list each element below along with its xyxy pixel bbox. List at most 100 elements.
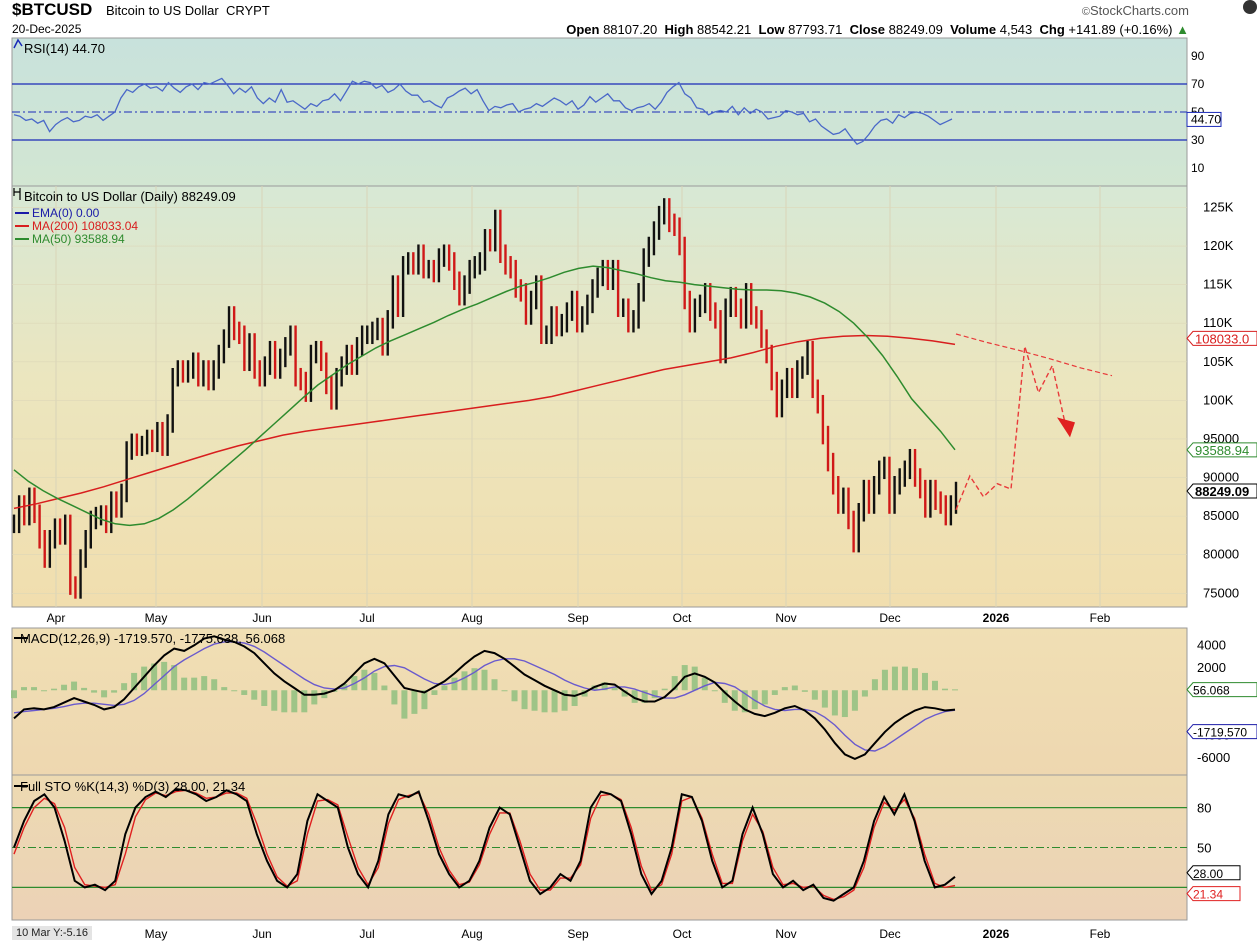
close-value: 88249.09: [888, 22, 943, 37]
price-title: Bitcoin to US Dollar (Daily) 88249.09: [24, 189, 236, 204]
macd-hist-bar: [371, 672, 378, 691]
footer-note: 10 Mar Y:-5.16: [12, 926, 92, 940]
macd-hist-bar: [501, 690, 508, 692]
projection-path: [955, 346, 1067, 511]
copyright-icon: ©: [1081, 6, 1091, 18]
price-marker-label: 108033.0: [1195, 331, 1249, 346]
macd-hist-bar: [751, 690, 758, 710]
macd-hist-bar: [241, 690, 248, 695]
macd-hist-bar: [561, 690, 568, 711]
macd-hist-bar: [321, 690, 328, 699]
macd-hist-bar: [521, 690, 528, 710]
macd-hist-bar: [391, 690, 398, 705]
price-marker-label: 88249.09: [1195, 484, 1249, 499]
x-tick-label: Oct: [673, 611, 692, 625]
macd-hist-bar: [531, 690, 538, 711]
macd-hist-bar: [831, 690, 838, 716]
x-tick-label-bottom: Jun: [252, 927, 271, 941]
open-value: 88107.20: [603, 22, 658, 37]
macd-hist-bar: [301, 690, 308, 713]
rsi-y-tick: 50: [1191, 105, 1205, 119]
chart-header: $BTCUSD Bitcoin to US Dollar CRYPT 20-De…: [12, 0, 1257, 38]
macd-hist-bar: [911, 668, 918, 691]
low-label: Low: [758, 22, 785, 37]
macd-hist-bar: [811, 690, 818, 700]
price-icon: [13, 188, 21, 200]
price-y-tick: 110K: [1203, 315, 1233, 330]
macd-hist-bar: [41, 690, 48, 692]
macd-hist-bar: [481, 669, 488, 691]
macd-hist-bar: [461, 671, 468, 691]
panel-rsi: [11, 37, 1188, 187]
rsi-value-label: 44.70: [1191, 112, 1221, 126]
macd-hist-bar: [341, 683, 348, 691]
rsi-y-tick: 90: [1191, 49, 1205, 63]
macd-hist-bar: [171, 665, 178, 691]
x-tick-label: Jul: [359, 611, 374, 625]
open-label: Open: [566, 22, 600, 37]
macd-hist-bar: [421, 690, 428, 710]
sto-marker-label: 28.00: [1193, 867, 1223, 881]
ma200-line: [13, 334, 956, 510]
sto-k-line: [13, 787, 956, 902]
symbol-label: $BTCUSD: [12, 0, 93, 19]
x-tick-label-bottom: Jul: [359, 927, 374, 941]
macd-hist-bar: [111, 690, 118, 693]
macd-hist-bar: [761, 690, 768, 705]
brand-text: StockCharts.com: [1090, 3, 1189, 18]
macd-hist-bar: [61, 684, 68, 691]
macd-hist-bar: [251, 690, 258, 700]
close-label: Close: [849, 22, 886, 37]
price-y-tick: 75000: [1203, 585, 1239, 600]
x-tick-label-bottom: Sep: [567, 927, 589, 941]
macd-y-tick: -6000: [1197, 750, 1230, 765]
sto-y-tick: 80: [1197, 801, 1211, 816]
macd-hist-bar: [191, 677, 198, 691]
macd-hist-bar: [471, 668, 478, 691]
chg-value: +141.89 (+0.16%): [1068, 22, 1173, 37]
macd-marker-label: 56.068: [1193, 684, 1230, 698]
price-y-tick: 115K: [1203, 277, 1233, 292]
macd-hist-bar: [791, 685, 798, 691]
macd-line: [13, 635, 956, 760]
sto-marker-label: 21.34: [1193, 888, 1223, 902]
macd-hist-bar: [651, 690, 658, 699]
settings-icon[interactable]: [1243, 0, 1257, 14]
macd-hist-bar: [81, 687, 88, 691]
price-y-tick: 125K: [1203, 199, 1234, 214]
projection-ma200: [955, 333, 1113, 377]
macd-hist-bar: [311, 690, 318, 705]
chart-date: 20-Dec-2025: [12, 22, 82, 36]
brand-label[interactable]: ©StockCharts.com: [1082, 3, 1189, 18]
price-marker-box: [1186, 442, 1257, 458]
macd-hist-bar: [231, 690, 238, 692]
projection-arrow: [1057, 417, 1075, 438]
macd-hist-bar: [551, 690, 558, 713]
x-tick-label: Jun: [252, 611, 271, 625]
macd-hist-bar: [491, 679, 498, 691]
price-marker-box: [1186, 483, 1257, 499]
panel-sto: [11, 774, 1188, 921]
macd-hist-bar: [201, 676, 208, 691]
macd-hist-bar: [261, 690, 268, 706]
price-y-tick: 120K: [1203, 238, 1234, 253]
macd-marker-box: [1186, 724, 1257, 740]
macd-hist-bar: [541, 690, 548, 713]
macd-y-tick: 2000: [1197, 660, 1226, 675]
macd-hist-bar: [621, 690, 628, 697]
macd-hist-bar: [821, 690, 828, 708]
x-tick-label: 2026: [983, 611, 1010, 625]
x-tick-label-bottom: Feb: [1090, 927, 1111, 941]
macd-hist-bar: [661, 688, 668, 691]
macd-hist-bar: [51, 688, 58, 691]
macd-hist-bar: [411, 690, 418, 714]
macd-hist-bar: [931, 680, 938, 691]
macd-y-tick: -4000: [1197, 727, 1230, 742]
rsi-y-tick: 10: [1191, 161, 1205, 175]
macd-hist-bar: [271, 690, 278, 711]
macd-hist-bar: [781, 687, 788, 691]
price-y-tick: 95000: [1203, 431, 1239, 446]
price-y-tick: 105K: [1203, 354, 1234, 369]
macd-hist-bar: [901, 666, 908, 691]
